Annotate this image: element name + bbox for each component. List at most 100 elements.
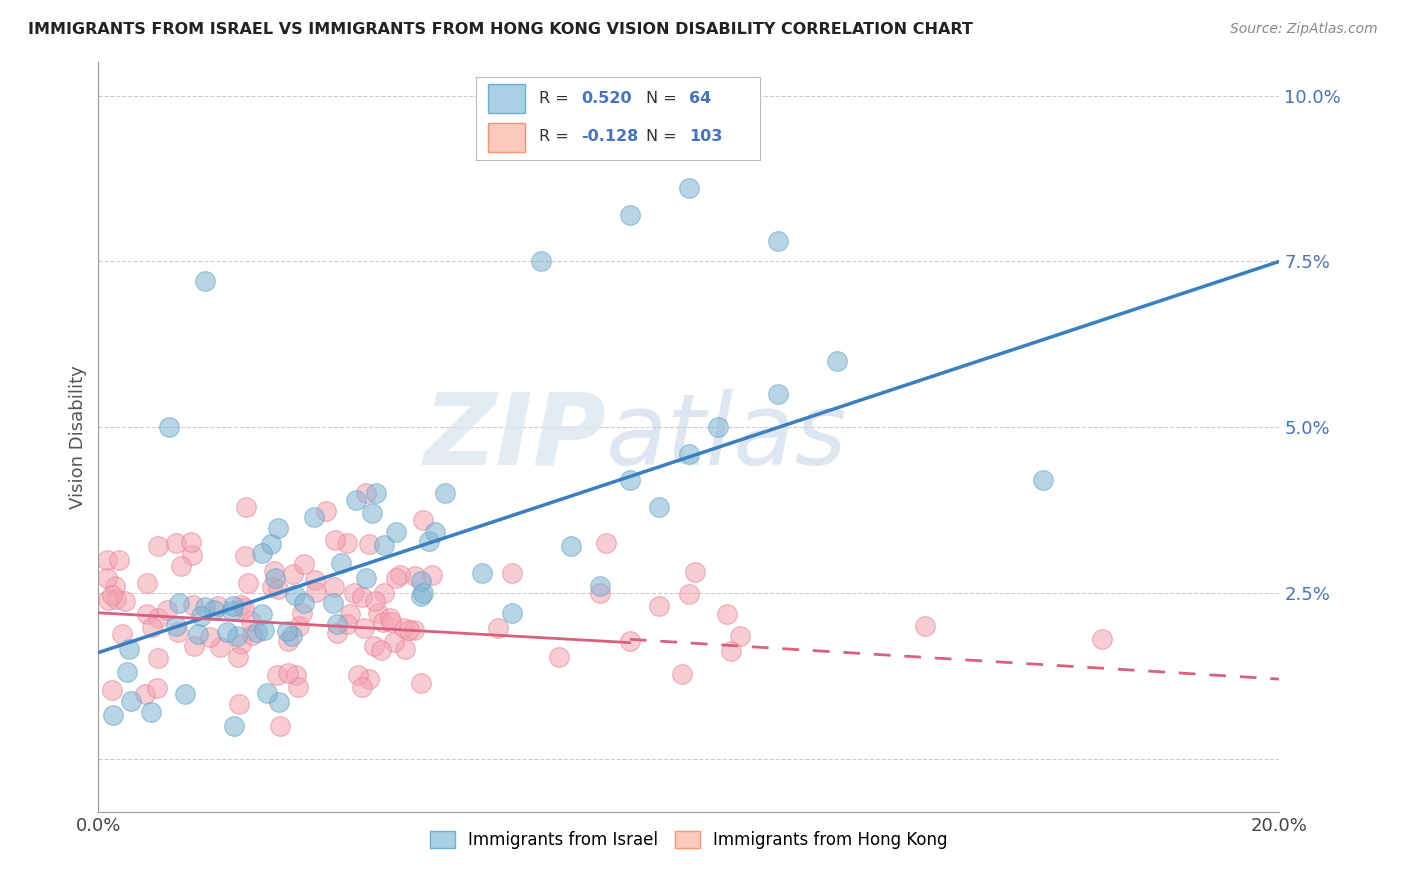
Point	[384, 571, 406, 585]
Point	[409, 676, 432, 690]
Point	[671, 667, 693, 681]
Point	[380, 615, 402, 629]
Point	[267, 695, 290, 709]
Point	[323, 533, 346, 547]
Point	[170, 559, 193, 574]
Point	[250, 545, 273, 559]
Point	[287, 681, 309, 695]
Point	[825, 354, 848, 368]
Point	[339, 607, 361, 622]
Point	[560, 540, 582, 554]
Point	[304, 573, 326, 587]
Point	[364, 486, 387, 500]
Point	[139, 705, 162, 719]
Point	[233, 600, 256, 615]
Point	[180, 548, 202, 562]
Point	[486, 621, 509, 635]
Point	[350, 680, 373, 694]
Point	[277, 666, 299, 681]
Point	[287, 618, 309, 632]
Point	[683, 565, 706, 579]
Point	[1032, 473, 1054, 487]
Point	[290, 606, 312, 620]
Point	[263, 564, 285, 578]
Point	[394, 621, 416, 635]
Point	[434, 486, 457, 500]
Point	[101, 588, 124, 602]
Point	[471, 566, 494, 580]
Point	[425, 525, 447, 540]
Point	[183, 639, 205, 653]
Point	[267, 582, 290, 597]
Point	[648, 500, 671, 514]
Point	[292, 597, 315, 611]
Point	[359, 537, 381, 551]
Point	[266, 668, 288, 682]
Point	[173, 687, 195, 701]
Point	[104, 579, 127, 593]
Point	[398, 624, 420, 638]
Point	[198, 630, 221, 644]
Point	[336, 617, 359, 632]
Point	[276, 624, 298, 639]
Point	[595, 536, 617, 550]
Point	[222, 599, 245, 613]
Point	[107, 553, 129, 567]
Point	[766, 387, 789, 401]
Point	[409, 574, 432, 588]
Point	[501, 566, 523, 580]
Point	[382, 635, 405, 649]
Point	[238, 575, 260, 590]
Point	[322, 580, 344, 594]
Point	[678, 587, 700, 601]
Point	[277, 634, 299, 648]
Point	[165, 619, 187, 633]
Point	[96, 553, 118, 567]
Point	[269, 718, 291, 732]
Point	[148, 611, 170, 625]
Point	[187, 626, 209, 640]
Text: Source: ZipAtlas.com: Source: ZipAtlas.com	[1230, 22, 1378, 37]
Point	[235, 500, 257, 514]
Point	[707, 420, 730, 434]
Point	[134, 687, 156, 701]
Point	[404, 569, 426, 583]
Point	[370, 643, 392, 657]
Point	[229, 637, 252, 651]
Point	[167, 596, 190, 610]
Point	[326, 617, 349, 632]
Point	[373, 538, 395, 552]
Point	[336, 535, 359, 549]
Point	[385, 524, 408, 539]
Point	[292, 558, 315, 572]
Point	[619, 473, 641, 487]
Point	[501, 606, 523, 620]
Point	[181, 598, 204, 612]
Point	[135, 607, 157, 621]
Point	[229, 598, 252, 612]
Point	[250, 607, 273, 621]
Point	[208, 640, 231, 655]
Point	[619, 208, 641, 222]
Point	[648, 599, 671, 614]
Point	[96, 571, 118, 585]
Y-axis label: Vision Disability: Vision Disability	[69, 365, 87, 509]
Point	[357, 672, 380, 686]
Point	[1091, 632, 1114, 647]
Point	[228, 697, 250, 711]
Point	[343, 585, 366, 599]
Point	[202, 603, 225, 617]
Point	[364, 593, 387, 607]
Point	[361, 506, 384, 520]
Point	[117, 665, 139, 680]
Point	[101, 708, 124, 723]
Point	[728, 629, 751, 643]
Point	[619, 633, 641, 648]
Text: IMMIGRANTS FROM ISRAEL VS IMMIGRANTS FROM HONG KONG VISION DISABILITY CORRELATIO: IMMIGRANTS FROM ISRAEL VS IMMIGRANTS FRO…	[28, 22, 973, 37]
Point	[589, 586, 612, 600]
Point	[165, 535, 187, 549]
Point	[246, 625, 269, 640]
Point	[228, 649, 250, 664]
Point	[190, 608, 212, 623]
Point	[678, 447, 700, 461]
